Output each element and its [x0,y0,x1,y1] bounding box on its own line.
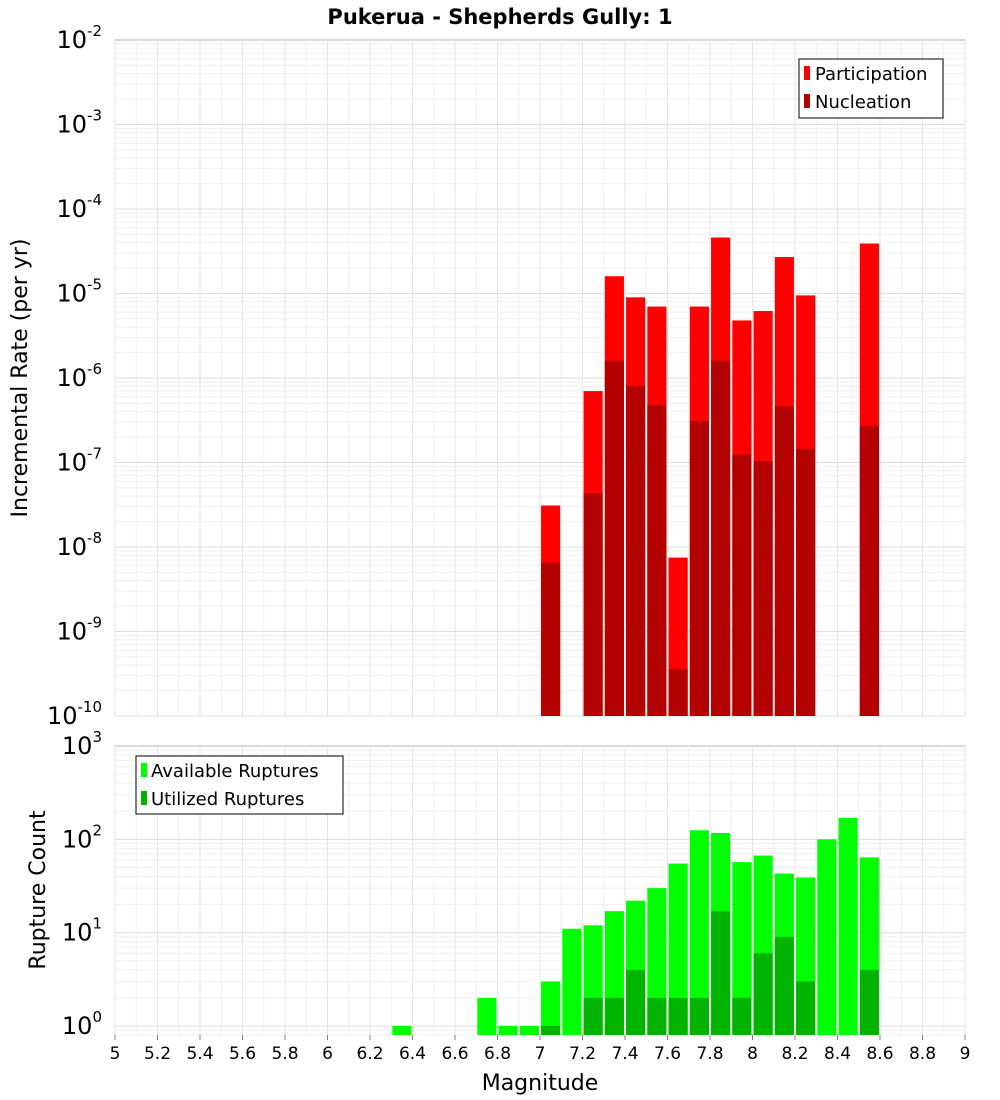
bottom-bar-available-ruptures [838,817,858,1035]
top-y-tick-label: 10-4 [56,191,102,223]
x-tick-label: 6.8 [484,1044,511,1064]
top-bar-nucleation [732,454,752,716]
x-tick-label: 6.2 [356,1044,383,1064]
x-tick-label: 8 [747,1044,758,1064]
top-y-tick-label: 10-2 [56,22,102,54]
chart-title: Pukerua - Shepherds Gully: 1 [327,5,672,29]
top-y-tick-label: 10-5 [56,276,102,308]
bottom-bar-utilized-ruptures [668,997,688,1035]
x-tick-label: 8.8 [909,1044,936,1064]
top-bar-nucleation [859,426,879,716]
bottom-bar-available-ruptures [392,1025,412,1035]
top-bar-nucleation [753,461,773,716]
top-bar-nucleation [647,404,667,716]
top-y-tick-label: 10-6 [56,360,102,392]
legend-label-available: Available Ruptures [151,761,319,782]
x-tick-label: 7.2 [569,1044,596,1064]
bottom-bar-available-ruptures [498,1025,518,1035]
x-tick-label: 5.8 [271,1044,298,1064]
bottom-bar-utilized-ruptures [583,997,603,1035]
top-bar-nucleation [774,406,794,716]
x-tick-label: 6.4 [399,1044,426,1064]
top-y-axis-title: Incremental Rate (per yr) [8,239,33,518]
x-tick-label: 9 [960,1044,971,1064]
bottom-y-tick-label: 100 [62,1008,102,1040]
top-bar-nucleation [541,562,561,716]
bottom-panel: 103 102 101 100 Rupture Count Available Rup… [26,728,966,1040]
bottom-bar-utilized-ruptures [753,953,773,1035]
bottom-legend-box [135,755,344,815]
bottom-y-ticks: 103 102 101 100 [62,728,102,1040]
top-grid [114,40,966,717]
bottom-bar-utilized-ruptures [626,969,646,1035]
top-bar-nucleation [796,448,816,716]
bottom-bar-available-ruptures [732,862,752,1035]
top-y-tick-label: 10-7 [56,445,102,477]
top-y-tick-label: 10-9 [56,614,102,646]
bottom-bar-available-ruptures [689,830,709,1035]
x-tick-label: 7.8 [696,1044,723,1064]
bottom-bar-available-ruptures [541,981,561,1035]
legend-swatch-utilized [141,791,147,805]
top-bar-nucleation [689,420,709,716]
bottom-bar-available-ruptures [817,839,837,1035]
top-panel: 10-2 10-3 10-4 10-5 10-6 10-7 10-8 10-9 10-10 In… [8,22,966,730]
x-tick-label: 6.6 [441,1044,468,1064]
top-y-tick-label: 10-3 [56,107,102,139]
bottom-y-tick-label: 102 [62,821,102,853]
x-tick-label: 7.4 [611,1044,638,1064]
bottom-bar-utilized-ruptures [541,1025,561,1035]
bottom-bar-utilized-ruptures [796,981,816,1035]
bottom-legend: Available Ruptures Utilized Ruptures [135,755,344,815]
legend-swatch-nucleation [804,94,810,108]
legend-swatch-available [141,763,147,777]
x-tick-label: 5.4 [186,1044,213,1064]
legend-swatch-participation [804,66,810,80]
legend-label-utilized: Utilized Ruptures [151,789,304,810]
bottom-bar-utilized-ruptures [711,911,731,1035]
legend-label-nucleation: Nucleation [815,92,911,113]
x-ticks: 5 5.2 5.4 5.6 5.8 6 6.2 6.4 6.6 6.8 7 7.2 7.4 7.6 7.8 8… [110,1035,971,1064]
x-tick-label: 7.6 [654,1044,681,1064]
bottom-y-axis-title: Rupture Count [26,810,51,970]
top-y-tick-label: 10-10 [47,698,102,730]
x-tick-label: 7 [535,1044,546,1064]
bottom-bar-available-ruptures [477,997,497,1035]
legend-label-participation: Participation [815,64,927,85]
bottom-y-tick-label: 103 [62,728,102,760]
x-tick-label: 5.6 [229,1044,256,1064]
top-legend-box [798,58,944,119]
x-tick-label: 5.2 [144,1044,171,1064]
bottom-bars [392,817,879,1035]
top-y-tick-label: 10-8 [56,529,102,561]
x-tick-label: 8.6 [866,1044,893,1064]
x-tick-label: 5 [110,1044,121,1064]
bottom-bar-available-ruptures [668,863,688,1035]
bottom-bar-utilized-ruptures [647,997,667,1035]
bottom-bar-utilized-ruptures [689,997,709,1035]
bottom-bar-available-ruptures [562,928,582,1035]
x-tick-label: 6 [322,1044,333,1064]
top-bar-nucleation [604,360,624,716]
top-y-ticks: 10-2 10-3 10-4 10-5 10-6 10-7 10-8 10-9 10-10 [47,22,102,730]
bottom-bar-available-ruptures [519,1025,539,1035]
x-axis-title: Magnitude [482,1071,599,1096]
x-tick-label: 8.4 [824,1044,851,1064]
top-legend: Participation Nucleation [798,58,944,119]
top-bar-nucleation [626,386,646,716]
top-bar-nucleation [668,668,688,716]
top-bar-nucleation [711,360,731,716]
x-tick-label: 8.2 [781,1044,808,1064]
bottom-bar-utilized-ruptures [604,997,624,1035]
top-bars [541,237,879,717]
bottom-bar-utilized-ruptures [774,936,794,1035]
top-bar-nucleation [583,493,603,716]
bottom-bar-utilized-ruptures [732,997,752,1035]
bottom-y-tick-label: 101 [62,915,102,947]
bottom-bar-utilized-ruptures [859,969,879,1035]
